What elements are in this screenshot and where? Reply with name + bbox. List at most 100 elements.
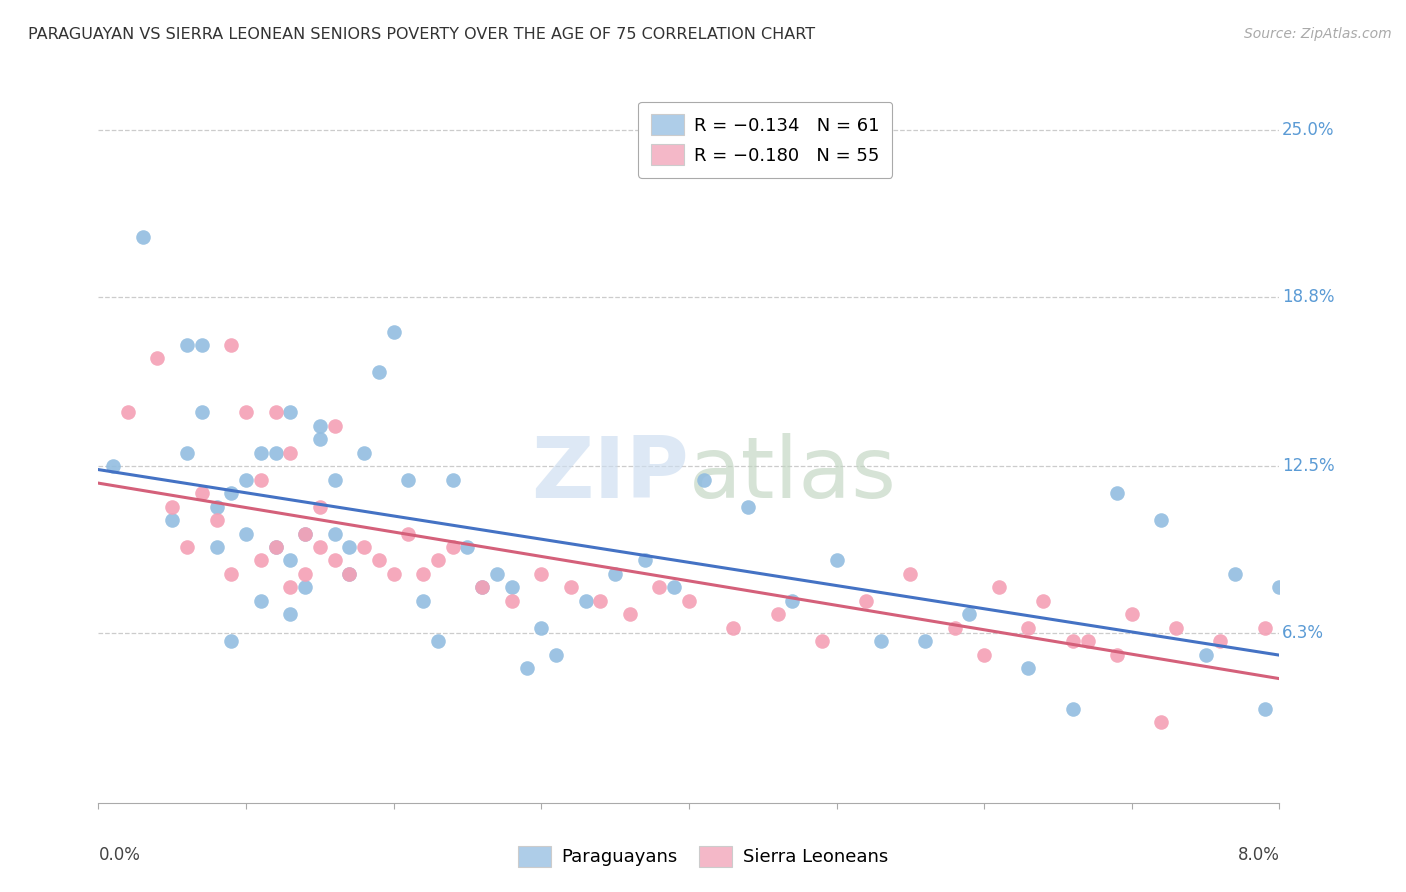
Point bbox=[914, 634, 936, 648]
Point bbox=[766, 607, 789, 622]
Point bbox=[176, 540, 198, 554]
Point bbox=[441, 473, 464, 487]
Point bbox=[219, 566, 242, 581]
Point bbox=[205, 540, 228, 554]
Text: 18.8%: 18.8% bbox=[1282, 287, 1334, 306]
Point bbox=[737, 500, 759, 514]
Point bbox=[235, 405, 257, 419]
Point bbox=[382, 325, 405, 339]
Point bbox=[530, 566, 553, 581]
Point bbox=[337, 540, 360, 554]
Point bbox=[693, 473, 716, 487]
Point bbox=[471, 580, 494, 594]
Point bbox=[219, 486, 242, 500]
Point bbox=[205, 513, 228, 527]
Text: PARAGUAYAN VS SIERRA LEONEAN SENIORS POVERTY OVER THE AGE OF 75 CORRELATION CHAR: PARAGUAYAN VS SIERRA LEONEAN SENIORS POV… bbox=[28, 27, 815, 42]
Point bbox=[1121, 607, 1143, 622]
Point bbox=[987, 580, 1010, 594]
Legend: Paraguayans, Sierra Leoneans: Paraguayans, Sierra Leoneans bbox=[510, 838, 896, 874]
Point bbox=[367, 365, 389, 379]
Point bbox=[323, 526, 346, 541]
Point bbox=[898, 566, 921, 581]
Point bbox=[426, 634, 449, 648]
Point bbox=[278, 607, 301, 622]
Point bbox=[323, 473, 346, 487]
Point bbox=[219, 634, 242, 648]
Point bbox=[278, 405, 301, 419]
Point bbox=[530, 621, 553, 635]
Point bbox=[337, 566, 360, 581]
Point bbox=[396, 526, 419, 541]
Text: 8.0%: 8.0% bbox=[1237, 846, 1279, 863]
Point bbox=[396, 473, 419, 487]
Point bbox=[501, 594, 523, 608]
Point bbox=[323, 553, 346, 567]
Point bbox=[117, 405, 139, 419]
Point bbox=[264, 540, 287, 554]
Text: 0.0%: 0.0% bbox=[98, 846, 141, 863]
Point bbox=[132, 230, 155, 244]
Text: 25.0%: 25.0% bbox=[1282, 120, 1334, 138]
Point bbox=[308, 540, 332, 554]
Point bbox=[648, 580, 671, 594]
Text: 12.5%: 12.5% bbox=[1282, 458, 1334, 475]
Point bbox=[574, 594, 596, 608]
Point bbox=[501, 580, 523, 594]
Point bbox=[382, 566, 405, 581]
Point bbox=[250, 473, 273, 487]
Point bbox=[855, 594, 877, 608]
Point bbox=[1164, 621, 1187, 635]
Point bbox=[560, 580, 582, 594]
Point bbox=[721, 621, 744, 635]
Point bbox=[957, 607, 980, 622]
Text: 6.3%: 6.3% bbox=[1282, 624, 1324, 642]
Point bbox=[162, 513, 183, 527]
Point bbox=[235, 526, 257, 541]
Point bbox=[1105, 486, 1128, 500]
Point bbox=[264, 405, 287, 419]
Point bbox=[264, 446, 287, 460]
Point bbox=[1017, 661, 1039, 675]
Point bbox=[146, 351, 169, 366]
Point bbox=[278, 553, 301, 567]
Point bbox=[250, 446, 273, 460]
Text: atlas: atlas bbox=[689, 433, 897, 516]
Point bbox=[678, 594, 700, 608]
Point bbox=[810, 634, 832, 648]
Point bbox=[782, 594, 804, 608]
Point bbox=[1062, 634, 1084, 648]
Point bbox=[1223, 566, 1246, 581]
Point bbox=[308, 500, 332, 514]
Point bbox=[264, 540, 287, 554]
Point bbox=[103, 459, 124, 474]
Point bbox=[515, 661, 537, 675]
Point bbox=[605, 566, 627, 581]
Text: ZIP: ZIP bbox=[531, 433, 689, 516]
Point bbox=[219, 338, 242, 352]
Point bbox=[589, 594, 612, 608]
Point bbox=[294, 566, 316, 581]
Point bbox=[294, 580, 316, 594]
Point bbox=[235, 473, 257, 487]
Point bbox=[191, 338, 214, 352]
Point bbox=[633, 553, 655, 567]
Point bbox=[1077, 634, 1099, 648]
Point bbox=[412, 566, 434, 581]
Point bbox=[367, 553, 389, 567]
Point bbox=[1032, 594, 1054, 608]
Point bbox=[1254, 701, 1277, 715]
Point bbox=[1062, 701, 1084, 715]
Point bbox=[294, 526, 316, 541]
Text: Source: ZipAtlas.com: Source: ZipAtlas.com bbox=[1244, 27, 1392, 41]
Point bbox=[191, 486, 214, 500]
Point bbox=[205, 500, 228, 514]
Point bbox=[485, 566, 508, 581]
Point bbox=[308, 432, 332, 446]
Point bbox=[191, 405, 214, 419]
Point bbox=[278, 446, 301, 460]
Point bbox=[426, 553, 449, 567]
Point bbox=[353, 446, 375, 460]
Legend: R = −0.134   N = 61, R = −0.180   N = 55: R = −0.134 N = 61, R = −0.180 N = 55 bbox=[638, 102, 893, 178]
Point bbox=[1105, 648, 1128, 662]
Point bbox=[1150, 513, 1173, 527]
